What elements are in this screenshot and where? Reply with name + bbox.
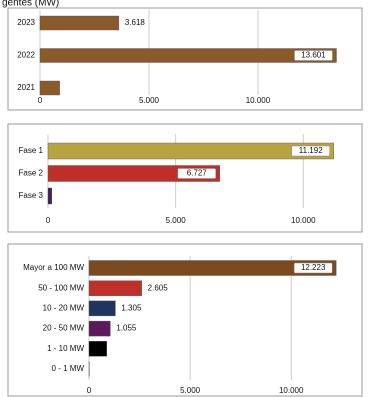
bar bbox=[88, 300, 116, 317]
value-label: 11.192 bbox=[299, 146, 323, 155]
panel bbox=[7, 243, 363, 397]
value-label: 1.055 bbox=[116, 324, 137, 333]
x-tick-label: 5.000 bbox=[166, 216, 187, 225]
bar bbox=[39, 15, 120, 31]
bar bbox=[39, 48, 337, 63]
category-label: Fase 3 bbox=[19, 191, 44, 200]
bar bbox=[47, 142, 334, 160]
bar bbox=[88, 341, 107, 357]
value-label: 13.601 bbox=[301, 51, 326, 60]
x-tick-label: 5.000 bbox=[180, 386, 201, 395]
bar bbox=[47, 187, 53, 205]
panel bbox=[7, 123, 363, 233]
category-label: Fase 2 bbox=[19, 169, 44, 178]
category-label: 2023 bbox=[17, 18, 35, 27]
category-label: 20 - 50 MW bbox=[43, 324, 85, 333]
value-label: 3.618 bbox=[125, 18, 146, 27]
category-label: 0 - 1 MW bbox=[52, 364, 85, 373]
bar bbox=[47, 165, 220, 182]
bar bbox=[88, 320, 111, 337]
x-tick-label: 0 bbox=[87, 386, 92, 395]
category-label: Fase 1 bbox=[19, 146, 44, 155]
category-label: 2021 bbox=[17, 83, 35, 92]
x-tick-label: 0 bbox=[38, 96, 43, 105]
category-label: 1 - 10 MW bbox=[47, 344, 84, 353]
bar bbox=[39, 80, 60, 96]
x-tick-label: 10.000 bbox=[291, 216, 316, 225]
x-tick-label: 0 bbox=[46, 216, 51, 225]
panel bbox=[7, 7, 363, 111]
category-label: Mayor a 100 MW bbox=[23, 263, 84, 272]
value-label-box bbox=[294, 50, 333, 61]
value-label: 6.727 bbox=[187, 169, 208, 178]
category-label: 2022 bbox=[17, 51, 35, 60]
x-tick-label: 5.000 bbox=[139, 96, 160, 105]
x-tick-label: 10.000 bbox=[279, 386, 304, 395]
value-label-box bbox=[177, 168, 216, 179]
chart-title: gentes (MW) bbox=[2, 0, 59, 9]
value-label-box bbox=[293, 262, 333, 274]
category-label: 10 - 20 MW bbox=[43, 304, 85, 313]
value-label: 2.605 bbox=[148, 283, 169, 292]
bar bbox=[88, 280, 142, 296]
value-label: 12.223 bbox=[301, 263, 326, 272]
x-tick-label: 10.000 bbox=[246, 96, 271, 105]
bar bbox=[88, 260, 337, 276]
value-label-box bbox=[291, 145, 330, 157]
value-label: 1.305 bbox=[121, 304, 142, 313]
bar bbox=[88, 361, 90, 377]
category-label: 50 - 100 MW bbox=[38, 283, 84, 292]
